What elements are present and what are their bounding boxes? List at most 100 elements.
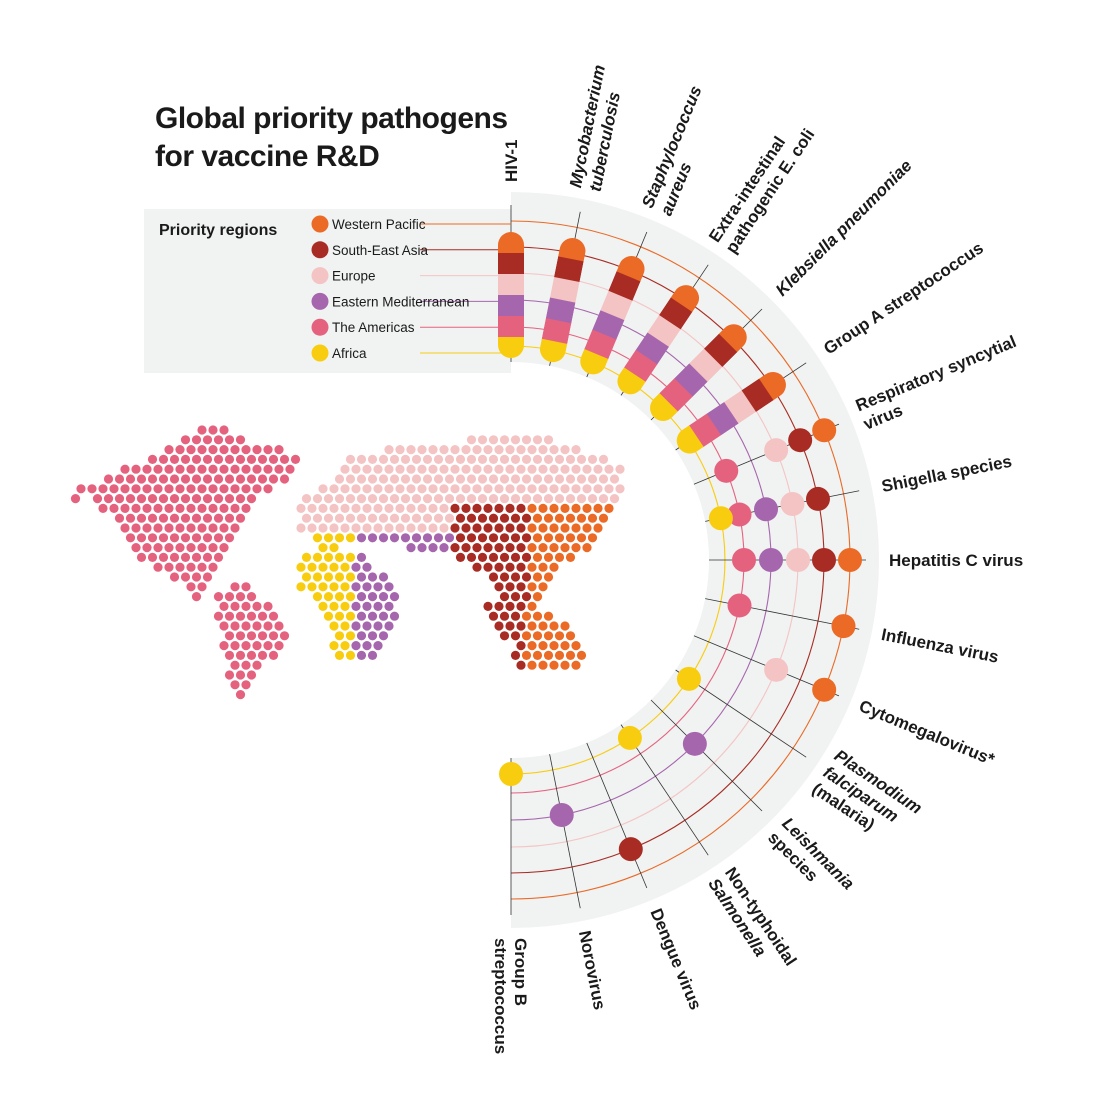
map-dot-amr [125, 474, 136, 484]
map-dot-amr [263, 641, 273, 651]
map-dot-amr [213, 494, 224, 504]
map-dot-sea [516, 601, 526, 612]
map-dot-amr [252, 641, 262, 651]
map-dot-wp [582, 503, 592, 513]
map-dot-eur [439, 484, 449, 494]
map-dot-eur [433, 513, 444, 523]
map-dot-sea [494, 562, 504, 572]
map-dot-amr [70, 494, 81, 504]
title-line-1: Global priority pathogens [155, 102, 508, 135]
map-dot-eur [362, 464, 372, 474]
map-dot-emr [356, 552, 367, 563]
map-dot-eur [340, 503, 350, 513]
map-dot-eur [439, 503, 449, 513]
map-dot-amr [202, 552, 213, 563]
map-dot-wp [538, 543, 548, 553]
map-dot-amr [208, 425, 218, 435]
map-dot-eur [389, 454, 400, 464]
map-dot-wp [527, 543, 537, 553]
map-dot-wp [560, 543, 570, 553]
map-dot-amr [224, 631, 235, 641]
map-dot-amr [191, 454, 202, 464]
map-dot-sea [505, 601, 515, 612]
map-dot-amr [257, 611, 268, 621]
map-dot-wp [527, 582, 537, 592]
map-dot-amr [142, 484, 152, 494]
map-dot-amr [180, 494, 191, 504]
capsule-segment-wp [758, 366, 791, 401]
map-dot-amr [180, 435, 191, 445]
map-dot-eur [439, 464, 449, 474]
map-dot-sea [483, 601, 493, 612]
map-dot-sea [450, 543, 460, 553]
map-dot-afr [329, 562, 339, 572]
map-dot-eur [543, 454, 554, 464]
map-dot-sea [494, 601, 504, 612]
map-dot-eur [538, 484, 548, 494]
map-dot-amr [224, 670, 235, 680]
map-dot-eur [362, 523, 372, 533]
map-dot-amr [235, 631, 246, 641]
map-dot-sea [494, 503, 504, 513]
map-dot-eur [318, 503, 328, 513]
map-dot-eur [598, 474, 609, 484]
map-dot-wp [554, 552, 565, 563]
map-dot-eur [395, 503, 405, 513]
map-dot-amr [158, 513, 169, 523]
map-dot-amr [120, 523, 130, 533]
map-dot-eur [598, 454, 609, 464]
map-dot-wp [532, 552, 543, 563]
map-dot-amr [235, 494, 246, 504]
map-dot-amr [136, 513, 147, 523]
map-dot-amr [263, 621, 273, 631]
map-dot-amr [202, 494, 213, 504]
map-dot-amr [158, 454, 169, 464]
marker-sea [805, 486, 830, 511]
map-dot-wp [527, 562, 537, 572]
map-dot-sea [488, 572, 499, 582]
map-dot-sea [521, 572, 532, 582]
map-dot-eur [329, 484, 339, 494]
map-dot-eur [554, 494, 565, 504]
pathogen-label-dengue-virus: Dengue virus [646, 906, 705, 1013]
map-dot-wp [527, 503, 537, 513]
map-dot-eur [510, 454, 521, 464]
map-dot-amr [114, 474, 125, 484]
map-dot-eur [604, 464, 614, 474]
map-dot-amr [186, 582, 196, 592]
map-dot-amr [164, 562, 174, 572]
map-dot-eur [560, 464, 570, 474]
map-dot-wp [554, 631, 565, 641]
page-title: Global priority pathogens for vaccine R&… [155, 100, 508, 176]
map-dot-eur [461, 484, 471, 494]
map-dot-eur [400, 474, 411, 484]
map-dot-wp [593, 523, 603, 533]
map-dot-eur [505, 484, 515, 494]
capsule-segment-emr [592, 310, 625, 341]
capsule-extra-intestinal-pathogenic-e-coli [612, 280, 705, 400]
map-dot-amr [153, 484, 163, 494]
map-dot-amr [186, 464, 196, 474]
map-dot-emr [433, 533, 444, 543]
map-dot-amr [213, 435, 224, 445]
map-dot-eur [472, 445, 482, 455]
map-dot-afr [329, 543, 339, 553]
map-dot-amr [213, 552, 224, 563]
map-dot-eur [362, 484, 372, 494]
map-dot-eur [318, 523, 328, 533]
capsule-klebsiella-pneumoniae [644, 318, 753, 427]
marker-amr [714, 458, 739, 483]
marker-emr [682, 731, 707, 756]
map-dot-afr [334, 611, 345, 621]
map-dot-eur [373, 523, 383, 533]
map-dot-emr [356, 572, 367, 582]
map-dot-wp [565, 650, 576, 661]
map-dot-amr [263, 484, 273, 494]
map-dot-sea [505, 562, 515, 572]
map-dot-amr [153, 543, 163, 553]
map-dot-amr [202, 435, 213, 445]
capsule-segment-eur [688, 348, 723, 383]
map-dot-amr [109, 484, 119, 494]
capsule-segment-sea [498, 253, 524, 275]
map-dot-afr [334, 592, 345, 602]
